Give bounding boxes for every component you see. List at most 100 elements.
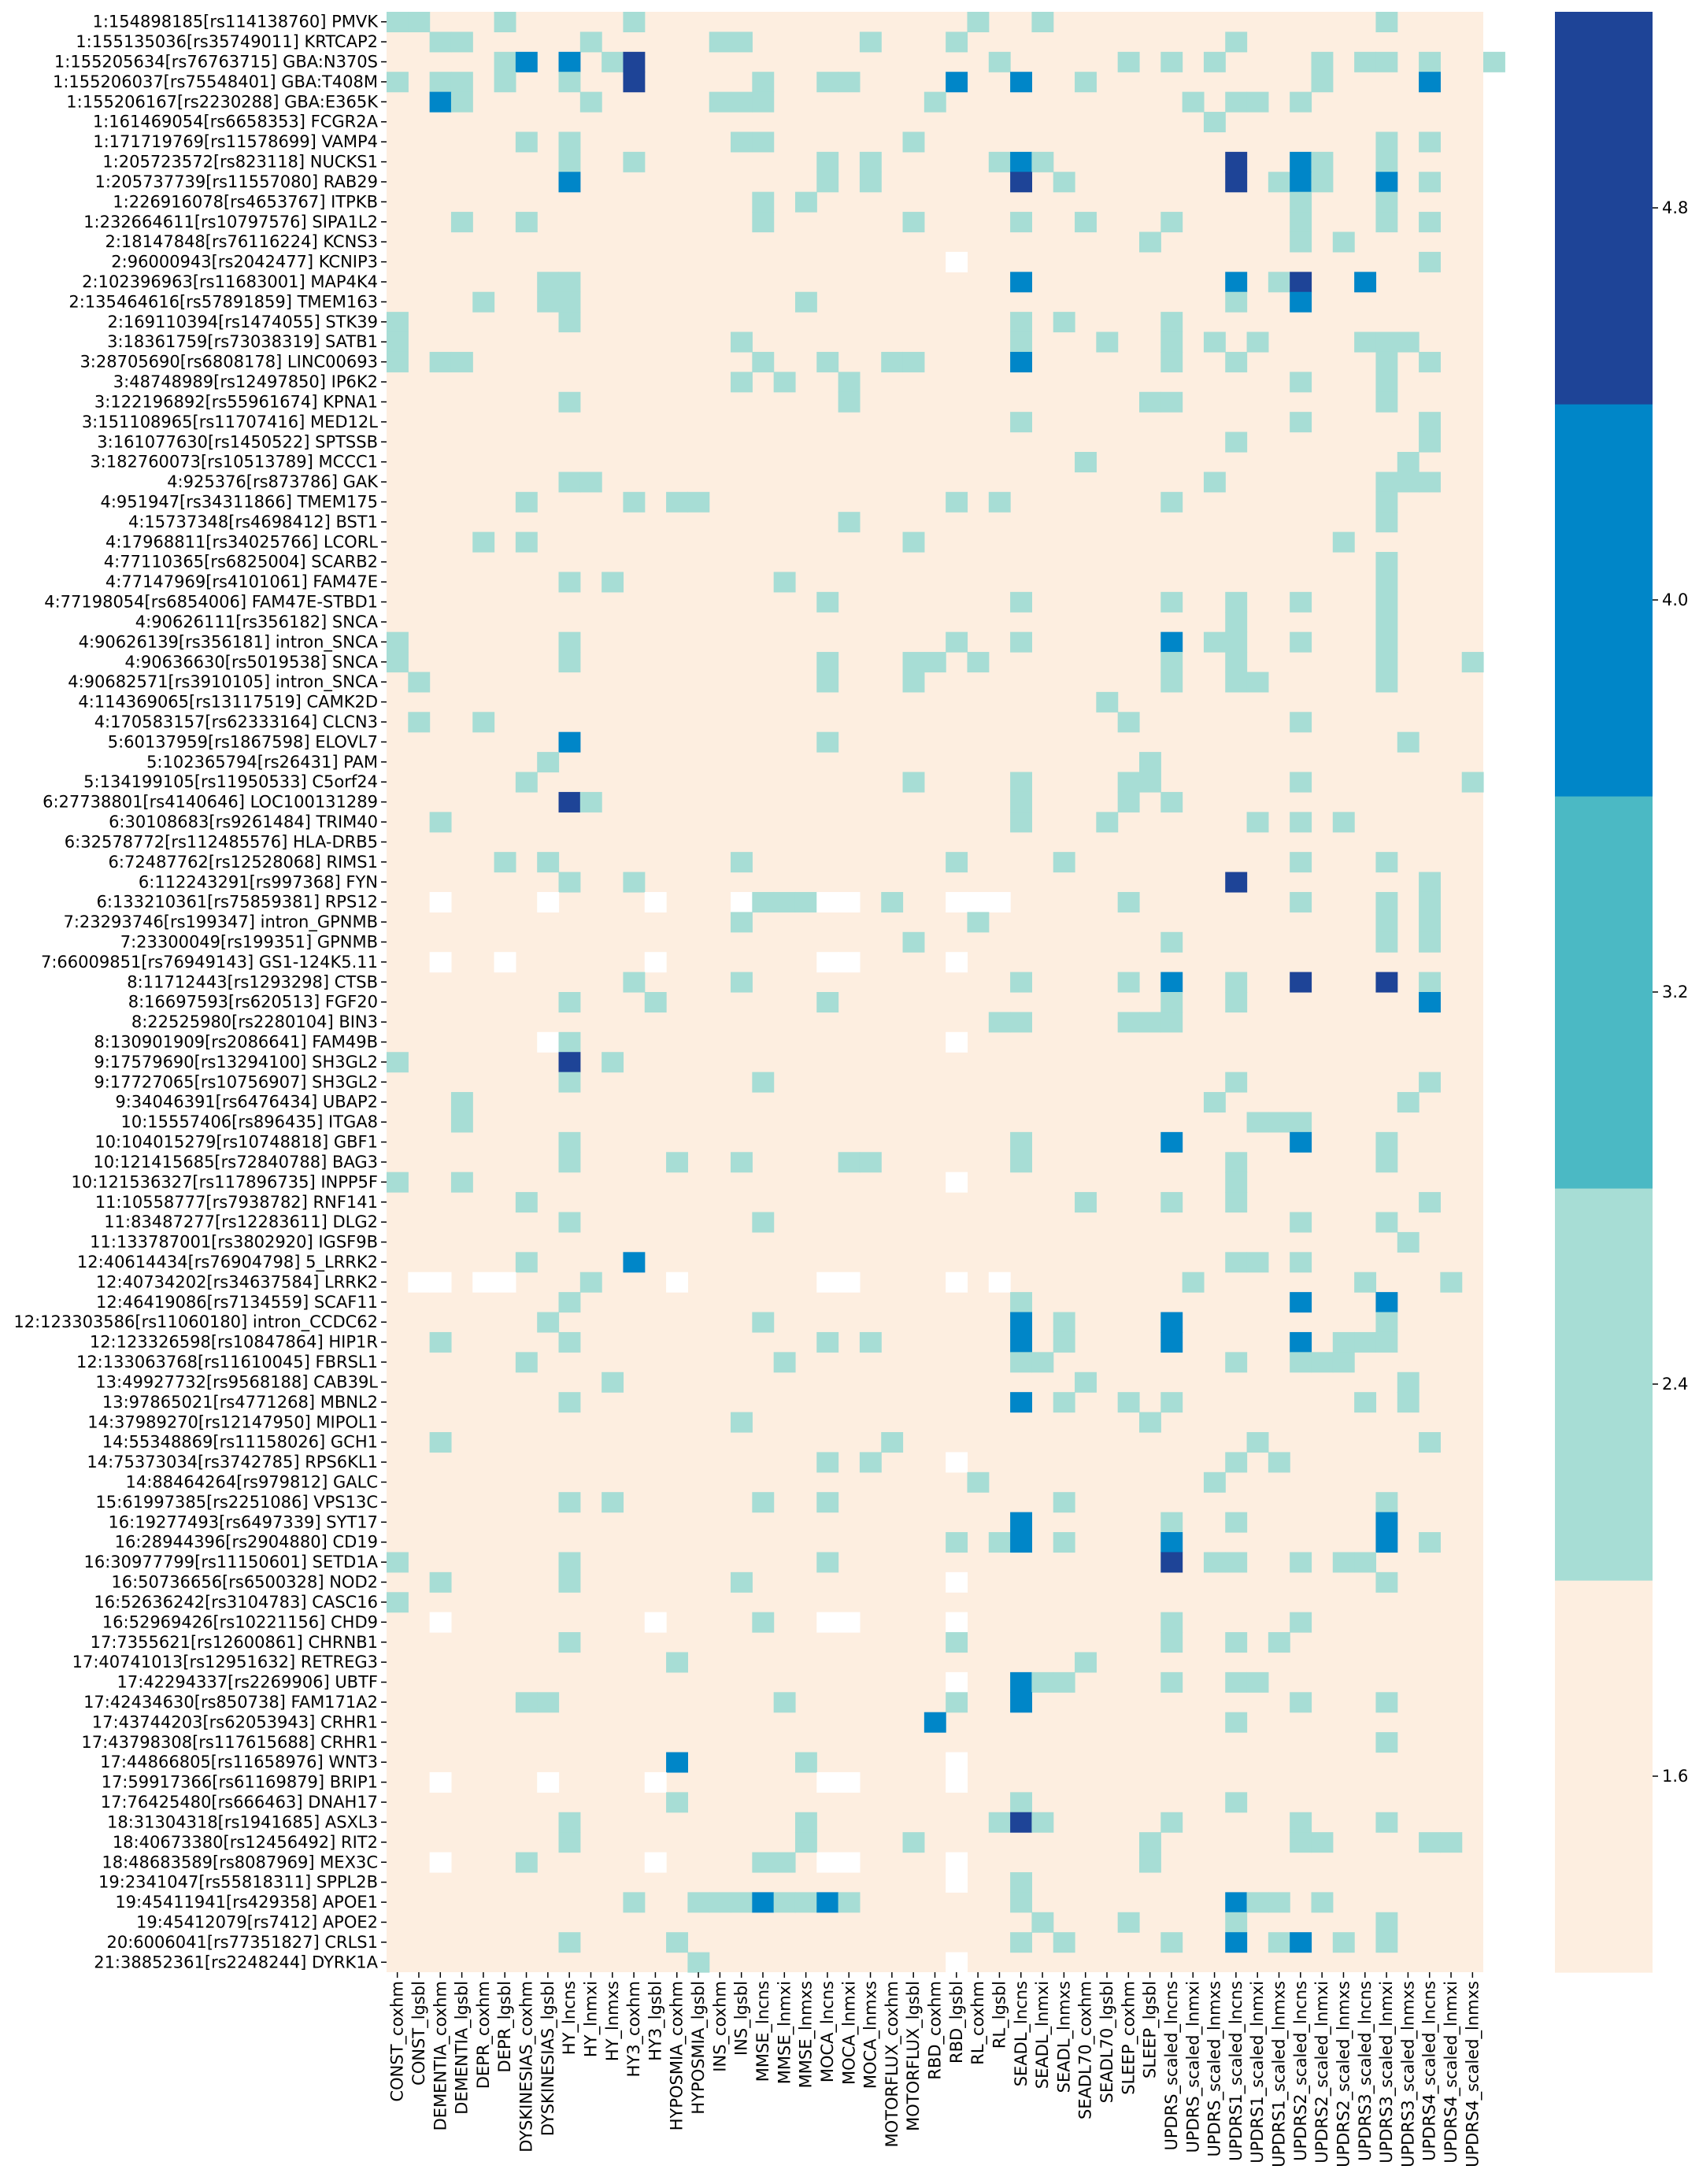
heatmap-cell bbox=[816, 1552, 839, 1573]
row-label: 1:205723572[rs823118] NUCKS1 bbox=[102, 153, 378, 172]
heatmap-cell bbox=[946, 1571, 968, 1593]
heatmap-cell bbox=[1354, 51, 1377, 72]
heatmap-cell bbox=[387, 72, 409, 93]
heatmap-cell bbox=[1010, 1792, 1033, 1813]
heatmap-cell bbox=[881, 1431, 904, 1453]
row-label: 18:48683589[rs8087969] MEX3C bbox=[102, 1853, 378, 1871]
row-label: 12:40734202[rs34637584] LRRK2 bbox=[96, 1272, 378, 1291]
heatmap-cell bbox=[1440, 1272, 1463, 1293]
row-label: 3:48748989[rs12497850] IP6K2 bbox=[113, 372, 378, 391]
heatmap-cell bbox=[1160, 1552, 1183, 1573]
heatmap-cell bbox=[601, 1052, 624, 1073]
heatmap-cell bbox=[1010, 1532, 1033, 1553]
heatmap-cell bbox=[816, 172, 839, 193]
heatmap-cell bbox=[731, 131, 753, 153]
heatmap-cell bbox=[946, 1172, 968, 1193]
heatmap-cell bbox=[1053, 1532, 1075, 1553]
heatmap-cell bbox=[1117, 51, 1140, 72]
heatmap-cell bbox=[1010, 1131, 1033, 1153]
row-label: 7:23300049[rs199351] GPNMB bbox=[120, 932, 378, 951]
row-label: 10:121536327[rs117896735] INPP5F bbox=[71, 1172, 378, 1191]
heatmap-cell bbox=[1203, 472, 1226, 493]
heatmap-cell bbox=[558, 1292, 581, 1313]
heatmap-cell bbox=[1246, 1431, 1269, 1453]
heatmap-cell bbox=[859, 1452, 882, 1473]
column-label: DEPR_lgsbl bbox=[495, 1981, 515, 2072]
heatmap-cell bbox=[1290, 972, 1312, 993]
heatmap-cell bbox=[1419, 891, 1441, 912]
heatmap-cell bbox=[1397, 451, 1420, 472]
heatmap-cell bbox=[408, 672, 431, 693]
heatmap-cell bbox=[429, 1852, 452, 1873]
heatmap-cell bbox=[1225, 652, 1248, 673]
column-label: RBD_coxhm bbox=[926, 1981, 946, 2080]
heatmap-cell bbox=[1332, 1352, 1355, 1373]
heatmap-cell bbox=[859, 1152, 882, 1173]
heatmap-cell bbox=[601, 572, 624, 593]
row-label: 21:38852361[rs2248244] DYRK1A bbox=[94, 1953, 378, 1971]
heatmap-cell bbox=[408, 12, 431, 33]
heatmap-cell bbox=[1332, 1932, 1355, 1953]
heatmap-cell bbox=[1419, 1532, 1441, 1553]
heatmap-cell bbox=[644, 1771, 667, 1793]
heatmap-cell bbox=[1290, 1612, 1312, 1633]
heatmap-cell bbox=[450, 212, 473, 233]
heatmap-cell bbox=[1010, 1692, 1033, 1713]
heatmap-cells bbox=[387, 12, 1505, 1973]
heatmap-cell bbox=[1138, 772, 1161, 793]
heatmap-cell bbox=[838, 1272, 861, 1293]
heatmap-cell bbox=[1375, 572, 1398, 593]
heatmap-cell bbox=[1290, 772, 1312, 793]
heatmap-cell bbox=[1138, 1412, 1161, 1433]
row-label: 17:40741013[rs12951632] RETREG3 bbox=[72, 1653, 378, 1671]
row-label: 3:18361759[rs73038319] SATB1 bbox=[107, 332, 378, 351]
heatmap-cell bbox=[601, 1492, 624, 1513]
column-label: SEADL70_lgsbl bbox=[1098, 1981, 1117, 2103]
heatmap-cell bbox=[773, 372, 796, 393]
row-label: 4:90626139[rs356181] intron_SNCA bbox=[79, 632, 379, 652]
heatmap-cell bbox=[472, 712, 495, 733]
heatmap-cell bbox=[1268, 1452, 1290, 1473]
heatmap-cell bbox=[709, 1892, 731, 1913]
heatmap-cell bbox=[558, 872, 581, 893]
heatmap-cell bbox=[816, 1331, 839, 1353]
heatmap-cell bbox=[1397, 731, 1420, 753]
heatmap-cell bbox=[1160, 1331, 1183, 1353]
heatmap-cell bbox=[946, 1532, 968, 1553]
heatmap-cell bbox=[752, 212, 775, 233]
heatmap-cell bbox=[1375, 172, 1398, 193]
row-label: 9:17579690[rs13294100] SH3GL2 bbox=[94, 1053, 378, 1072]
heatmap-cell bbox=[1375, 1812, 1398, 1833]
heatmap-cell bbox=[731, 331, 753, 353]
heatmap-cell bbox=[494, 51, 516, 72]
heatmap-cell bbox=[1010, 1352, 1033, 1373]
heatmap-cell bbox=[1160, 312, 1183, 333]
heatmap-cell bbox=[1290, 891, 1312, 912]
heatmap-cell bbox=[988, 1272, 1011, 1293]
heatmap-cell bbox=[1246, 1892, 1269, 1913]
column-label: MOTORFLUX_coxhm bbox=[883, 1981, 902, 2148]
heatmap-cell bbox=[773, 572, 796, 593]
row-label: 12:123326598[rs10847864] HIP1R bbox=[90, 1333, 378, 1352]
row-label: 19:2341047[rs55818311] SPPL2B bbox=[98, 1873, 378, 1892]
heatmap-cell bbox=[1246, 1671, 1269, 1693]
heatmap-cell bbox=[494, 72, 516, 93]
heatmap-cell bbox=[1375, 1912, 1398, 1933]
heatmap-cell bbox=[988, 1812, 1011, 1833]
heatmap-cell bbox=[1053, 852, 1075, 873]
heatmap-cell bbox=[408, 1272, 431, 1293]
heatmap-cell bbox=[558, 472, 581, 493]
heatmap-cell bbox=[752, 1072, 775, 1093]
heatmap-cell bbox=[472, 531, 495, 553]
heatmap-cell bbox=[1117, 1912, 1140, 1933]
heatmap-cell bbox=[1419, 51, 1441, 72]
heatmap-cell bbox=[1461, 652, 1484, 673]
heatmap-cell bbox=[1031, 12, 1054, 33]
row-label: 5:60137959[rs1867598] ELOVL7 bbox=[108, 732, 378, 751]
heatmap-cell bbox=[1290, 591, 1312, 613]
heatmap-cell bbox=[731, 912, 753, 933]
heatmap-cell bbox=[450, 1092, 473, 1113]
heatmap-cell bbox=[1160, 1932, 1183, 1953]
heatmap-cell bbox=[1182, 1272, 1205, 1293]
heatmap-cell bbox=[1031, 151, 1054, 172]
